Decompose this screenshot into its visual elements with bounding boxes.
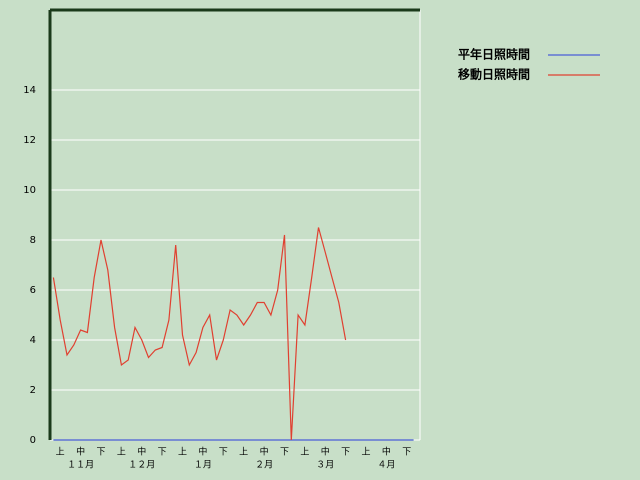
x-tick-label: 下	[402, 448, 411, 458]
x-tick-label: 中	[137, 446, 146, 458]
y-tick-label: 4	[30, 335, 36, 346]
month-label: １月	[194, 460, 212, 471]
month-label: ２月	[255, 460, 273, 471]
x-tick-label: 上	[117, 447, 126, 458]
x-tick-label: 下	[158, 448, 167, 458]
y-tick-label: 2	[30, 385, 36, 396]
y-tick-label: 14	[23, 85, 36, 96]
x-tick-label: 下	[219, 448, 228, 458]
x-tick-label: 中	[321, 446, 330, 458]
x-tick-label: 上	[239, 447, 248, 458]
month-label: ３月	[316, 460, 334, 471]
x-tick-label: 上	[56, 447, 65, 458]
x-tick-label: 下	[341, 448, 350, 458]
x-tick-label: 上	[178, 447, 187, 458]
x-tick-label: 中	[76, 446, 85, 458]
x-tick-label: 中	[198, 446, 207, 458]
legend-label: 移動日照時間	[458, 67, 530, 82]
y-tick-label: 8	[30, 235, 36, 246]
y-tick-label: 12	[23, 135, 36, 146]
x-tick-label: 中	[260, 446, 269, 458]
y-tick-label: 6	[30, 285, 36, 296]
legend-label: 平年日照時間	[458, 47, 530, 62]
month-label: １２月	[128, 460, 155, 471]
y-tick-label: 10	[23, 185, 36, 196]
series-line	[52, 227, 347, 441]
month-label: ４月	[377, 460, 395, 471]
x-tick-label: 上	[300, 447, 309, 458]
x-tick-label: 中	[382, 446, 391, 458]
y-tick-label: 0	[30, 435, 36, 446]
x-tick-label: 下	[280, 448, 289, 458]
month-label: １１月	[67, 460, 94, 471]
x-tick-label: 下	[96, 448, 105, 458]
x-tick-label: 上	[362, 447, 371, 458]
